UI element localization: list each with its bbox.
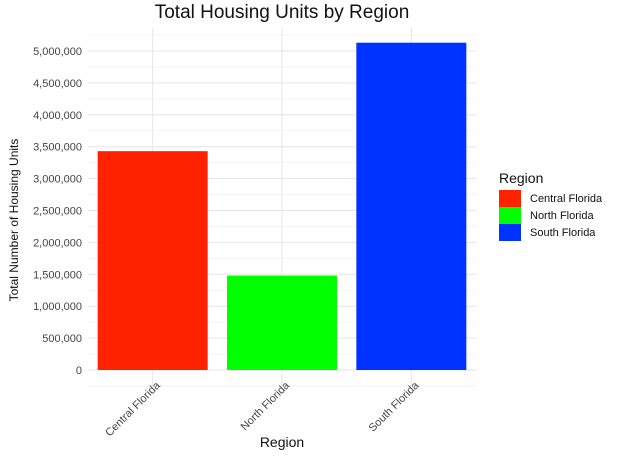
legend-title: Region: [499, 170, 544, 186]
y-tick-label: 3,500,000: [33, 142, 82, 154]
legend-item-central-florida: Central Florida: [499, 190, 602, 207]
y-tick-label: 2,500,000: [33, 206, 82, 218]
legend-swatch-north-florida: [499, 207, 521, 224]
y-tick-label: 3,000,000: [33, 174, 82, 186]
x-tick-label: Central Florida: [103, 379, 163, 439]
y-tick-label: 4,500,000: [33, 78, 82, 90]
legend-swatch-south-florida: [499, 224, 521, 241]
legend-label: South Florida: [530, 226, 596, 239]
y-tick-label: 1,500,000: [33, 269, 82, 281]
y-tick-label: 2,000,000: [33, 237, 82, 249]
legend-label: North Florida: [530, 209, 594, 222]
y-tick-label: 4,000,000: [33, 110, 82, 122]
legend-item-north-florida: North Florida: [499, 207, 602, 224]
y-tick-label: 0: [76, 365, 82, 377]
x-tick-label: North Florida: [239, 379, 293, 433]
legend: Region Central Florida North Florida Sou…: [499, 170, 602, 241]
y-tick-label: 1,000,000: [33, 301, 82, 313]
y-tick-label: 500,000: [42, 333, 82, 345]
y-tick-label: 5,000,000: [33, 46, 82, 58]
bar: [97, 151, 208, 370]
chart-title: Total Housing Units by Region: [154, 2, 410, 23]
x-axis-label: Region: [259, 434, 305, 450]
bar: [356, 42, 467, 371]
x-tick-label: South Florida: [367, 379, 422, 434]
legend-label: Central Florida: [530, 192, 603, 205]
legend-swatch-central-florida: [499, 190, 521, 207]
legend-item-south-florida: South Florida: [499, 224, 602, 241]
bar: [227, 275, 337, 370]
